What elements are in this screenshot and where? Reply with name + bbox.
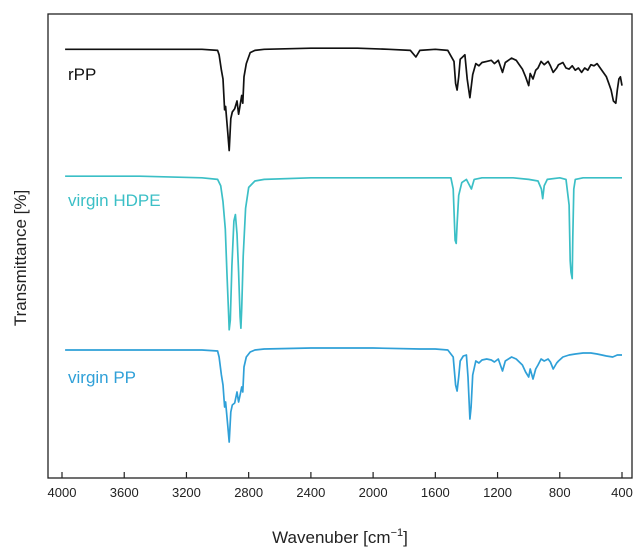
x-tick-label: 3600 — [110, 485, 139, 500]
series-label-virgin-hdpe: virgin HDPE — [68, 191, 161, 210]
x-tick-label: 2400 — [296, 485, 325, 500]
x-axis-ticks: 4000 3600 3200 2800 2400 2000 1600 1200 800 400 — [48, 472, 633, 500]
series-line-rpp — [65, 47, 623, 152]
x-tick-label: 4000 — [48, 485, 77, 500]
x-tick-label: 2000 — [359, 485, 388, 500]
series-line-virgin-pp — [65, 347, 622, 443]
x-tick-label: 1200 — [483, 485, 512, 500]
x-tick-label: 3200 — [172, 485, 201, 500]
x-axis-title: Wavenuber [cm−1] — [272, 527, 408, 547]
plot-frame — [47, 13, 633, 479]
series-label-rpp: rPP — [68, 65, 96, 84]
x-tick-label: 400 — [611, 485, 633, 500]
x-tick-label: 800 — [549, 485, 571, 500]
series-line-virgin-hdpe — [65, 175, 622, 331]
series-label-virgin-pp: virgin PP — [68, 368, 136, 387]
y-axis-title: Transmittance [%] — [11, 190, 30, 326]
series-lines — [65, 47, 623, 443]
x-tick-label: 2800 — [234, 485, 263, 500]
x-tick-label: 1600 — [421, 485, 450, 500]
